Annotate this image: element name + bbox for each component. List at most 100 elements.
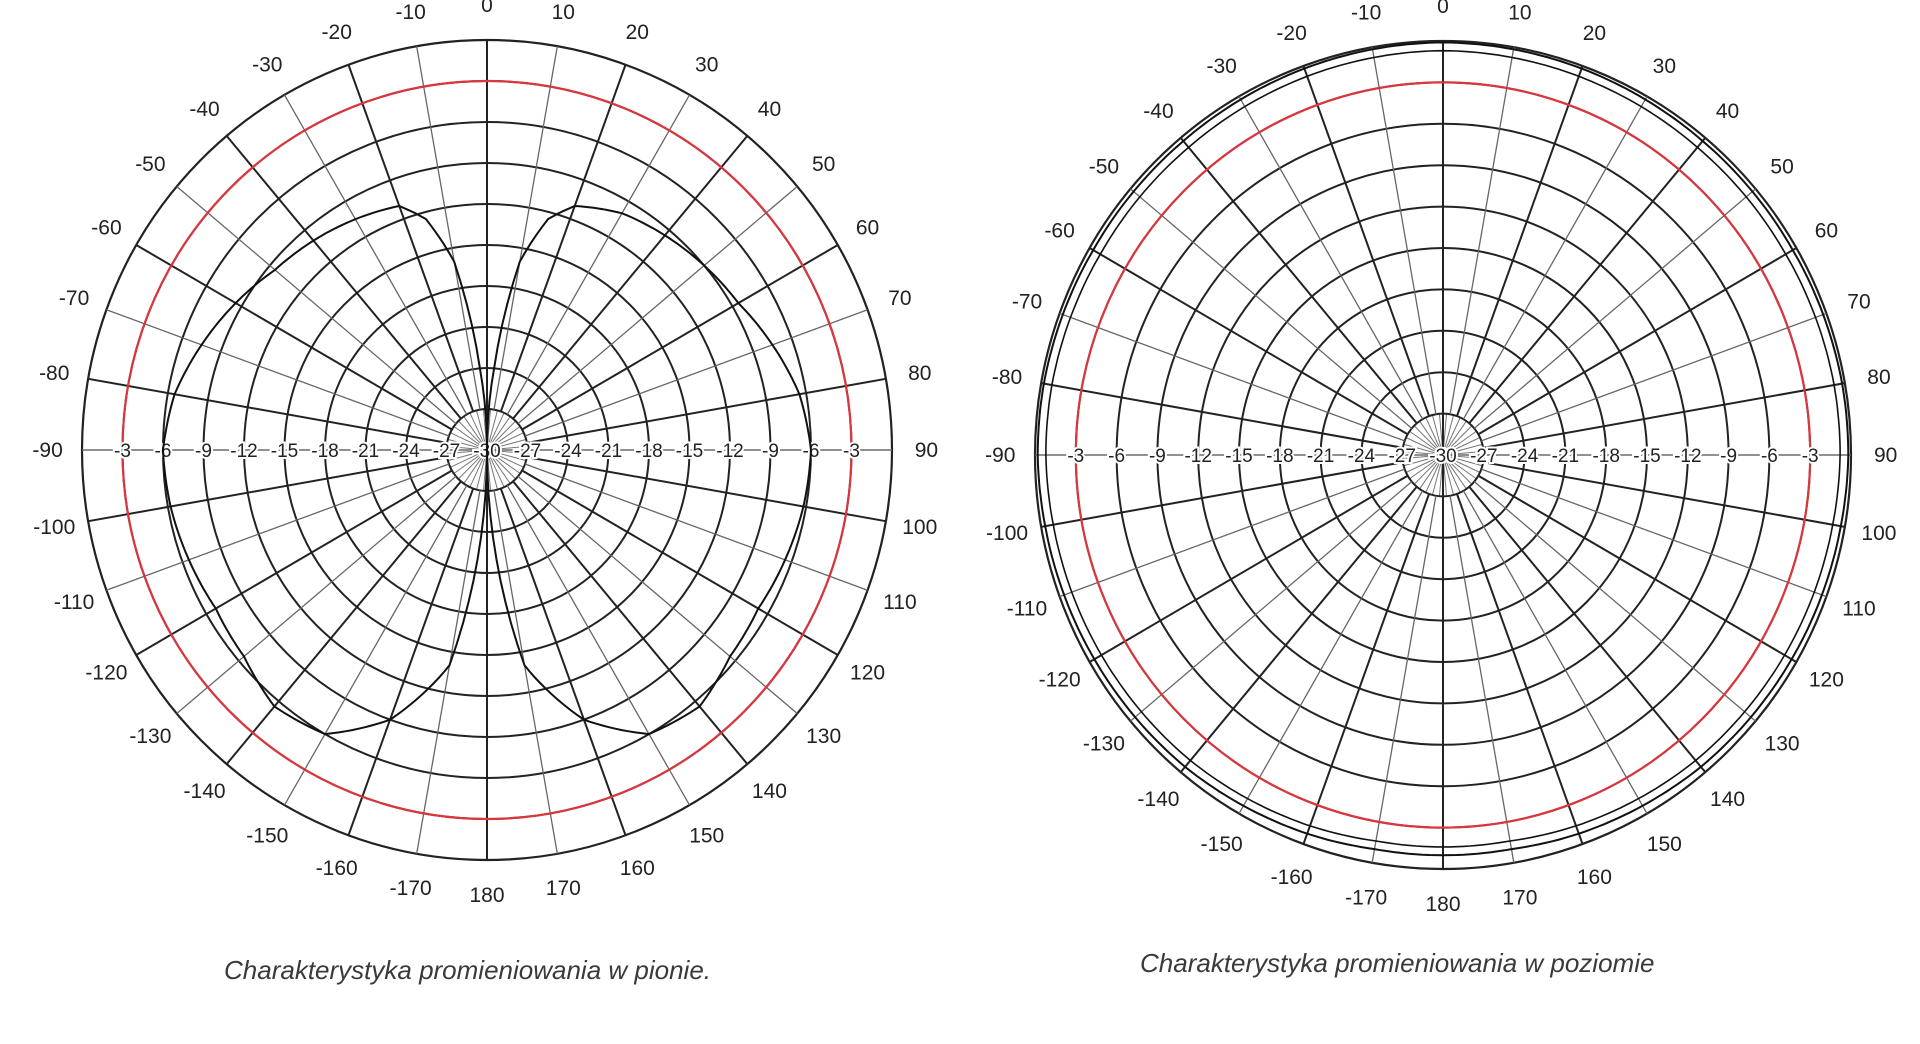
svg-text:-6: -6 xyxy=(1108,446,1125,467)
svg-text:-10: -10 xyxy=(396,1,426,24)
svg-text:-3: -3 xyxy=(843,441,860,462)
svg-text:50: 50 xyxy=(812,153,835,176)
svg-text:-150: -150 xyxy=(1201,833,1243,856)
svg-text:150: 150 xyxy=(689,824,724,847)
svg-text:-18: -18 xyxy=(635,441,662,462)
horizontal-pattern-caption: Charakterystyka promieniowania w poziomi… xyxy=(1140,948,1655,978)
svg-text:100: 100 xyxy=(902,516,937,539)
svg-text:-80: -80 xyxy=(992,366,1022,389)
svg-text:-140: -140 xyxy=(1137,788,1179,811)
svg-text:10: 10 xyxy=(1508,2,1531,25)
svg-text:-120: -120 xyxy=(1039,669,1081,692)
svg-text:-15: -15 xyxy=(271,441,298,462)
svg-text:150: 150 xyxy=(1647,833,1682,856)
svg-text:-9: -9 xyxy=(195,441,212,462)
svg-text:-110: -110 xyxy=(54,591,94,614)
svg-text:60: 60 xyxy=(856,217,879,240)
svg-text:-120: -120 xyxy=(85,661,127,684)
svg-text:180: 180 xyxy=(469,884,504,907)
svg-text:-24: -24 xyxy=(392,441,420,462)
svg-text:170: 170 xyxy=(1502,886,1537,909)
svg-text:-40: -40 xyxy=(189,98,219,121)
svg-text:0: 0 xyxy=(481,0,493,17)
svg-text:-27: -27 xyxy=(433,441,460,462)
svg-text:-10: -10 xyxy=(1351,2,1381,25)
svg-text:-21: -21 xyxy=(1552,446,1579,467)
svg-text:-24: -24 xyxy=(1511,446,1539,467)
svg-text:40: 40 xyxy=(1716,100,1739,123)
svg-text:70: 70 xyxy=(888,287,911,310)
svg-text:130: 130 xyxy=(806,725,841,748)
svg-text:-50: -50 xyxy=(1089,155,1119,178)
svg-text:-3: -3 xyxy=(114,441,131,462)
svg-text:-15: -15 xyxy=(1225,446,1252,467)
svg-text:-27: -27 xyxy=(514,441,541,462)
svg-text:120: 120 xyxy=(850,661,885,684)
svg-text:-160: -160 xyxy=(316,857,358,880)
svg-text:-18: -18 xyxy=(1592,446,1619,467)
svg-text:20: 20 xyxy=(626,21,649,44)
svg-text:130: 130 xyxy=(1765,733,1800,756)
vertical-pattern-polar-chart: -3 -3-6 -6-9 -9-12 -12-15 -15-18 -18-21 -21-24-… xyxy=(32,0,938,907)
svg-text:-130: -130 xyxy=(129,725,171,748)
svg-text:-21: -21 xyxy=(352,441,379,462)
svg-text:-100: -100 xyxy=(33,516,75,539)
svg-text:10: 10 xyxy=(552,1,575,24)
svg-text:110: 110 xyxy=(1842,598,1875,621)
svg-text:40: 40 xyxy=(758,98,781,121)
svg-text:-9: -9 xyxy=(1720,446,1737,467)
svg-text:-18: -18 xyxy=(1266,446,1293,467)
svg-text:-60: -60 xyxy=(91,217,121,240)
svg-text:-140: -140 xyxy=(184,780,226,803)
svg-text:-24: -24 xyxy=(1348,446,1376,467)
svg-text:-12: -12 xyxy=(230,441,257,462)
svg-text:-130: -130 xyxy=(1083,733,1125,756)
svg-text:-18: -18 xyxy=(311,441,338,462)
svg-text:-80: -80 xyxy=(39,362,69,385)
svg-text:-20: -20 xyxy=(322,21,352,44)
svg-text:140: 140 xyxy=(1710,788,1745,811)
svg-text:-6: -6 xyxy=(1761,446,1778,467)
svg-text:-30: -30 xyxy=(1429,446,1456,467)
svg-text:-90: -90 xyxy=(32,439,62,462)
svg-text:-50: -50 xyxy=(135,153,165,176)
svg-text:160: 160 xyxy=(1577,866,1612,889)
svg-text:-3: -3 xyxy=(1067,446,1084,467)
svg-text:110: 110 xyxy=(883,591,916,614)
svg-text:-30: -30 xyxy=(1206,55,1236,78)
svg-text:-100: -100 xyxy=(986,522,1028,545)
svg-text:-70: -70 xyxy=(59,287,89,310)
svg-text:80: 80 xyxy=(908,362,931,385)
svg-text:170: 170 xyxy=(546,877,581,900)
svg-text:-170: -170 xyxy=(1345,886,1387,909)
horizontal-pattern-polar-chart: -3 -3-6 -6-9 -9-12 -12-15 -15-18 -18-21 -21-24-… xyxy=(985,0,1897,916)
svg-text:-21: -21 xyxy=(1307,446,1334,467)
svg-text:-21: -21 xyxy=(595,441,622,462)
svg-text:-27: -27 xyxy=(1470,446,1497,467)
svg-text:-9: -9 xyxy=(1149,446,1166,467)
svg-text:-12: -12 xyxy=(716,441,743,462)
svg-text:-90: -90 xyxy=(985,444,1015,467)
svg-text:-170: -170 xyxy=(390,877,432,900)
svg-text:30: 30 xyxy=(1653,55,1676,78)
pattern-curve xyxy=(161,204,813,736)
svg-text:50: 50 xyxy=(1770,155,1793,178)
svg-text:0: 0 xyxy=(1437,0,1449,18)
svg-text:30: 30 xyxy=(695,54,718,77)
svg-text:-160: -160 xyxy=(1271,866,1313,889)
svg-text:-70: -70 xyxy=(1012,290,1042,313)
svg-text:80: 80 xyxy=(1867,366,1890,389)
svg-text:60: 60 xyxy=(1815,219,1838,242)
svg-text:-12: -12 xyxy=(1184,446,1211,467)
svg-text:20: 20 xyxy=(1583,22,1606,45)
svg-text:-12: -12 xyxy=(1674,446,1701,467)
svg-text:120: 120 xyxy=(1809,669,1844,692)
svg-text:70: 70 xyxy=(1847,290,1870,313)
svg-text:-15: -15 xyxy=(676,441,703,462)
svg-text:-9: -9 xyxy=(762,441,779,462)
svg-text:-20: -20 xyxy=(1276,22,1306,45)
svg-text:90: 90 xyxy=(1874,444,1897,467)
svg-text:-150: -150 xyxy=(246,824,288,847)
svg-text:-110: -110 xyxy=(1007,598,1047,621)
svg-text:-40: -40 xyxy=(1143,100,1173,123)
